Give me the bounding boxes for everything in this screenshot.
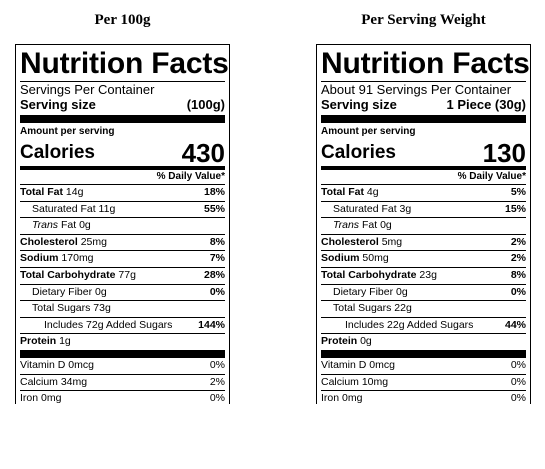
saturated-fat-row: Saturated Fat 3g 15% [321, 200, 526, 218]
nutrition-label-per-100g: Nutrition Facts Servings Per Container S… [15, 44, 230, 404]
protein-row: Protein 0g [321, 333, 526, 350]
thick-divider [321, 115, 526, 123]
total-fat-row: Total Fat 4g 5% [321, 184, 526, 201]
serving-size-row: Serving size 1 Piece (30g) [321, 97, 526, 113]
added-sugars-row: Includes 72g Added Sugars 144% [20, 316, 225, 334]
servings-per-container: Servings Per Container [20, 82, 155, 97]
total-fat-row: Total Fat 14g 18% [20, 184, 225, 201]
iron-row: Iron 0mg 0% [20, 390, 225, 404]
calories-label: Calories [20, 142, 95, 163]
cholesterol-row: Cholesterol 5mg 2% [321, 233, 526, 251]
thick-divider-vitamins [20, 349, 225, 358]
serving-size-label: Serving size [321, 97, 397, 112]
nutrition-label-per-serving: Nutrition Facts About 91 Servings Per Co… [316, 44, 531, 404]
amount-per-serving: Amount per serving [321, 126, 416, 137]
servings-per-container: About 91 Servings Per Container [321, 82, 512, 97]
calories-row: Calories 430 [20, 138, 225, 166]
sodium-row: Sodium 50mg 2% [321, 250, 526, 267]
calories-value: 130 [482, 138, 526, 168]
total-sugars-row: Total Sugars 22g [321, 300, 526, 317]
thick-divider-vitamins [321, 349, 526, 358]
heading-per-100g: Per 100g [94, 12, 151, 28]
serving-size-value: (100g) [186, 97, 225, 112]
protein-row: Protein 1g [20, 333, 225, 350]
total-sugars-row: Total Sugars 73g [20, 300, 225, 317]
calories-row: Calories 130 [321, 138, 526, 166]
trans-fat-row: Trans Fat 0g [321, 217, 526, 234]
dietary-fiber-row: Dietary Fiber 0g 0% [20, 283, 225, 301]
vitamin-d-row: Vitamin D 0mcg 0% [20, 358, 225, 371]
calories-label: Calories [321, 142, 396, 163]
saturated-fat-row: Saturated Fat 11g 55% [20, 200, 225, 218]
heading-per-serving: Per Serving Weight [361, 12, 486, 28]
thick-divider [20, 115, 225, 123]
label-title: Nutrition Facts [321, 47, 530, 80]
medium-divider [321, 166, 526, 170]
calcium-row: Calcium 34mg 2% [20, 373, 225, 391]
serving-size-value: 1 Piece (30g) [446, 97, 527, 112]
label-title: Nutrition Facts [20, 47, 229, 80]
serving-size-label: Serving size [20, 97, 96, 112]
dietary-fiber-row: Dietary Fiber 0g 0% [321, 283, 526, 301]
calcium-row: Calcium 10mg 0% [321, 373, 526, 391]
serving-size-row: Serving size (100g) [20, 97, 225, 113]
sodium-row: Sodium 170mg 7% [20, 250, 225, 267]
iron-row: Iron 0mg 0% [321, 390, 526, 404]
total-carbohydrate-row: Total Carbohydrate 77g 28% [20, 266, 225, 284]
added-sugars-row: Includes 22g Added Sugars 44% [321, 316, 526, 334]
daily-value-header: % Daily Value* [156, 171, 225, 182]
daily-value-header: % Daily Value* [457, 171, 526, 182]
vitamin-d-row: Vitamin D 0mcg 0% [321, 358, 526, 371]
medium-divider [20, 166, 225, 170]
calories-value: 430 [181, 138, 225, 168]
cholesterol-row: Cholesterol 25mg 8% [20, 233, 225, 251]
trans-fat-row: Trans Fat 0g [20, 217, 225, 234]
amount-per-serving: Amount per serving [20, 126, 115, 137]
total-carbohydrate-row: Total Carbohydrate 23g 8% [321, 266, 526, 284]
